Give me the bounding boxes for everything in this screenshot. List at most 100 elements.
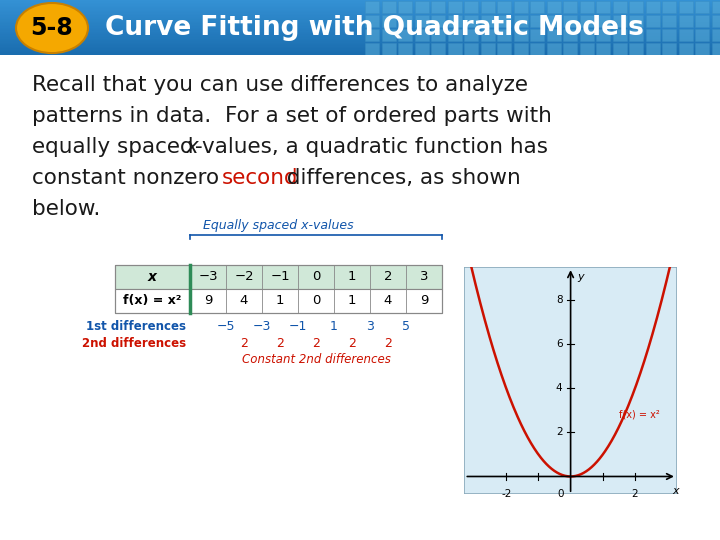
Text: 5: 5 xyxy=(402,320,410,334)
Bar xyxy=(546,15,560,27)
Bar xyxy=(464,15,478,27)
Bar xyxy=(695,43,709,55)
Bar xyxy=(0,19,720,21)
Bar xyxy=(0,28,720,29)
Bar xyxy=(415,1,428,13)
Bar xyxy=(662,43,676,55)
Text: 8: 8 xyxy=(556,295,562,305)
Bar xyxy=(678,1,693,13)
Bar xyxy=(0,10,720,11)
Text: 0: 0 xyxy=(558,489,564,498)
Bar xyxy=(464,1,478,13)
Bar xyxy=(398,1,412,13)
Bar xyxy=(382,1,395,13)
Bar xyxy=(662,1,676,13)
Bar xyxy=(0,12,720,14)
Text: 9: 9 xyxy=(204,294,212,307)
Bar xyxy=(431,15,445,27)
Bar xyxy=(613,15,626,27)
Bar xyxy=(448,15,462,27)
Text: equally spaced: equally spaced xyxy=(32,137,200,157)
Bar xyxy=(513,15,528,27)
Text: Recall that you can use differences to analyze: Recall that you can use differences to a… xyxy=(32,75,528,95)
Bar xyxy=(497,43,511,55)
Bar xyxy=(629,29,643,41)
Bar xyxy=(415,43,428,55)
Bar xyxy=(0,29,720,30)
Bar xyxy=(431,29,445,41)
Bar xyxy=(398,43,412,55)
Text: constant nonzero: constant nonzero xyxy=(32,168,226,188)
Bar xyxy=(0,30,720,32)
Bar xyxy=(0,45,720,47)
Text: -values, a quadratic function has: -values, a quadratic function has xyxy=(195,137,548,157)
Text: differences, as shown: differences, as shown xyxy=(280,168,521,188)
Bar xyxy=(0,14,720,15)
Bar xyxy=(530,29,544,41)
Text: 2: 2 xyxy=(276,338,284,350)
Bar xyxy=(0,26,720,28)
Bar xyxy=(497,29,511,41)
Bar xyxy=(695,29,709,41)
Bar xyxy=(678,15,693,27)
Bar xyxy=(115,265,442,289)
Bar xyxy=(415,15,428,27)
Bar xyxy=(0,37,720,38)
Text: f(x) = x²: f(x) = x² xyxy=(123,294,181,307)
Bar xyxy=(530,15,544,27)
Bar xyxy=(646,43,660,55)
Bar xyxy=(431,43,445,55)
Text: -2: -2 xyxy=(501,489,511,498)
Bar xyxy=(513,43,528,55)
Text: 3: 3 xyxy=(366,320,374,334)
Bar xyxy=(711,29,720,41)
Bar xyxy=(563,29,577,41)
Bar xyxy=(563,1,577,13)
Bar xyxy=(695,1,709,13)
Bar xyxy=(115,289,442,313)
Text: 5-8: 5-8 xyxy=(31,16,73,40)
Bar xyxy=(0,7,720,8)
Text: −2: −2 xyxy=(234,271,254,284)
Bar xyxy=(629,43,643,55)
Bar xyxy=(0,38,720,40)
Text: 3: 3 xyxy=(420,271,428,284)
Text: 9: 9 xyxy=(420,294,428,307)
Bar xyxy=(480,15,495,27)
Text: second: second xyxy=(222,168,299,188)
Text: −3: −3 xyxy=(253,320,271,334)
Text: below.: below. xyxy=(32,199,100,219)
Bar xyxy=(0,15,720,17)
Bar xyxy=(0,21,720,22)
Text: −1: −1 xyxy=(289,320,307,334)
Bar xyxy=(711,15,720,27)
Text: 0: 0 xyxy=(312,294,320,307)
Text: Curve Fitting with Quadratic Models: Curve Fitting with Quadratic Models xyxy=(105,15,644,41)
Bar xyxy=(662,29,676,41)
Text: −1: −1 xyxy=(270,271,290,284)
Text: patterns in data.  For a set of ordered parts with: patterns in data. For a set of ordered p… xyxy=(32,106,552,126)
Bar xyxy=(711,43,720,55)
Bar xyxy=(546,1,560,13)
Bar xyxy=(629,1,643,13)
Bar xyxy=(0,43,720,44)
Ellipse shape xyxy=(16,3,88,53)
Bar xyxy=(0,44,720,45)
Bar xyxy=(530,43,544,55)
Text: 1st differences: 1st differences xyxy=(86,320,186,334)
Text: x: x xyxy=(148,270,157,284)
Bar xyxy=(0,11,720,12)
Bar xyxy=(365,1,379,13)
Text: 1: 1 xyxy=(276,294,284,307)
Bar xyxy=(0,40,720,42)
Bar xyxy=(711,1,720,13)
Bar xyxy=(0,25,720,26)
Text: 2: 2 xyxy=(312,338,320,350)
Bar xyxy=(613,43,626,55)
Bar xyxy=(382,29,395,41)
Bar xyxy=(365,15,379,27)
Bar xyxy=(448,29,462,41)
Text: 4: 4 xyxy=(384,294,392,307)
Bar xyxy=(464,43,478,55)
Bar xyxy=(398,15,412,27)
